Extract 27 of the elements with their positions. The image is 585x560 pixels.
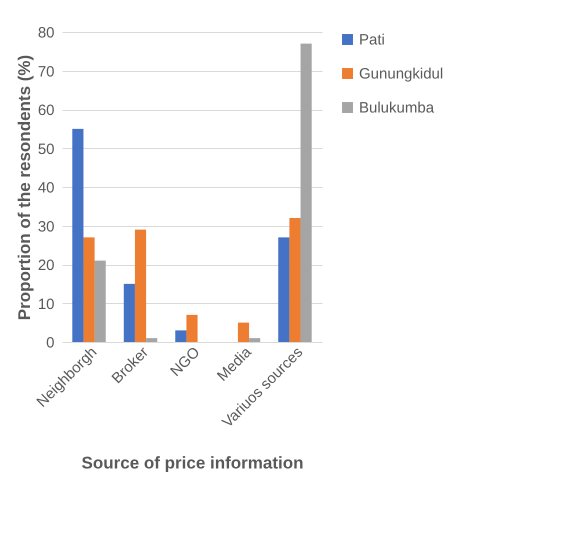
bar — [249, 338, 260, 342]
y-tick-label: 20 — [38, 257, 54, 274]
bar — [300, 44, 312, 342]
bar — [289, 218, 301, 342]
bar — [238, 322, 250, 342]
bar — [134, 230, 146, 342]
y-tick-label: 30 — [38, 218, 54, 236]
bar — [83, 237, 95, 342]
bar — [94, 260, 106, 342]
y-tick-label: 80 — [38, 24, 54, 42]
y-tick-label: 70 — [38, 63, 54, 80]
x-axis-title: Source of price information — [82, 453, 304, 472]
bar — [146, 338, 158, 342]
y-tick-label: 60 — [38, 102, 54, 119]
y-tick-label: 0 — [46, 334, 54, 352]
bar — [186, 314, 198, 342]
legend-label: Pati — [359, 32, 385, 48]
legend-label: Bulukumba — [359, 100, 435, 116]
y-axis-title: Proportion of the resondents (%) — [14, 54, 34, 320]
bar — [72, 128, 84, 342]
y-tick-label: 10 — [38, 296, 54, 313]
legend-label: Gunungkidul — [359, 66, 444, 82]
bar — [175, 330, 186, 342]
y-tick-label: 50 — [38, 140, 54, 158]
bar — [278, 237, 290, 342]
y-tick-label: 40 — [38, 180, 54, 196]
bar — [124, 284, 135, 342]
